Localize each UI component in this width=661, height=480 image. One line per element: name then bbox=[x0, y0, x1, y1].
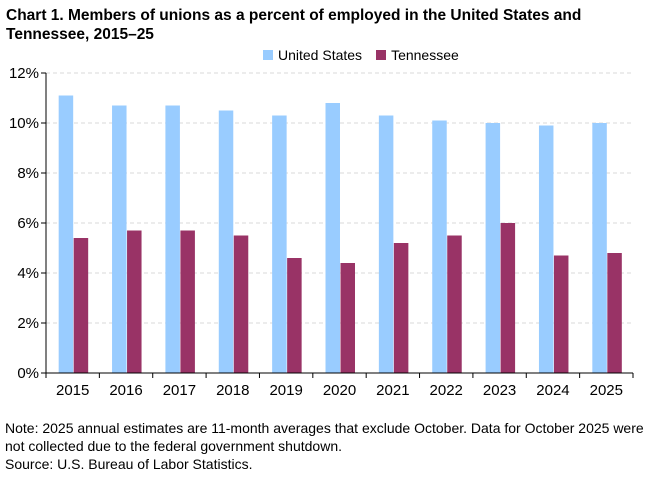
footnote: Note: 2025 annual estimates are 11-month… bbox=[5, 419, 655, 473]
legend-swatch-united-states bbox=[263, 50, 273, 60]
bar-united-states-2022 bbox=[432, 120, 447, 373]
bar-tennessee-2017 bbox=[180, 230, 195, 373]
x-tick-label: 2022 bbox=[430, 382, 463, 399]
bar-united-states-2023 bbox=[485, 123, 501, 373]
x-tick-label: 2020 bbox=[323, 382, 356, 399]
bar-tennessee-2019 bbox=[287, 258, 302, 373]
bar-tennessee-2022 bbox=[447, 235, 462, 373]
bar-tennessee-2016 bbox=[127, 230, 142, 373]
legend-item-tennessee: Tennessee bbox=[376, 47, 459, 63]
legend-swatch-tennessee bbox=[376, 50, 387, 60]
bar-united-states-2019 bbox=[272, 115, 287, 373]
x-tick-label: 2024 bbox=[536, 382, 569, 399]
source-text: Source: U.S. Bureau of Labor Statistics. bbox=[5, 456, 253, 472]
x-tick-label: 2023 bbox=[483, 382, 516, 399]
y-tick-label: 12% bbox=[9, 65, 39, 82]
bar-united-states-2021 bbox=[378, 115, 394, 373]
note-text: Note: 2025 annual estimates are 11-month… bbox=[5, 420, 644, 454]
x-tick-label: 2017 bbox=[163, 382, 196, 399]
bar-tennessee-2025 bbox=[607, 253, 622, 373]
bar-tennessee-2023 bbox=[500, 223, 516, 373]
x-tick-label: 2018 bbox=[216, 382, 249, 399]
bar-tennessee-2024 bbox=[553, 255, 569, 373]
bar-united-states-2020 bbox=[325, 103, 340, 373]
bar-tennessee-2021 bbox=[393, 243, 409, 373]
y-tick-label: 4% bbox=[17, 265, 39, 282]
y-tick-label: 10% bbox=[9, 115, 39, 132]
bar-tennessee-2020 bbox=[340, 263, 355, 373]
x-tick-label: 2016 bbox=[109, 382, 142, 399]
chart-title: Chart 1. Members of unions as a percent … bbox=[6, 7, 582, 43]
bar-united-states-2017 bbox=[165, 105, 180, 373]
x-tick-label: 2025 bbox=[590, 382, 623, 399]
bar-united-states-2016 bbox=[112, 105, 127, 373]
legend-label-tennessee: Tennessee bbox=[391, 47, 459, 63]
bar-united-states-2024 bbox=[538, 125, 554, 373]
legend-item-united-states: United States bbox=[263, 47, 362, 63]
y-tick-label: 8% bbox=[17, 165, 39, 182]
y-tick-label: 6% bbox=[17, 215, 39, 232]
y-tick-label: 0% bbox=[17, 365, 39, 382]
x-tick-label: 2015 bbox=[56, 382, 89, 399]
bar-tennessee-2015 bbox=[73, 238, 89, 373]
bar-united-states-2018 bbox=[218, 110, 234, 373]
bar-united-states-2015 bbox=[58, 95, 74, 373]
legend-label-united-states: United States bbox=[278, 47, 363, 63]
bar-united-states-2025 bbox=[592, 123, 607, 373]
x-tick-label: 2019 bbox=[269, 382, 302, 399]
y-tick-label: 2% bbox=[17, 315, 39, 332]
bar-tennessee-2018 bbox=[233, 235, 249, 373]
x-tick-label: 2021 bbox=[376, 382, 409, 399]
legend: United States Tennessee bbox=[263, 47, 459, 63]
